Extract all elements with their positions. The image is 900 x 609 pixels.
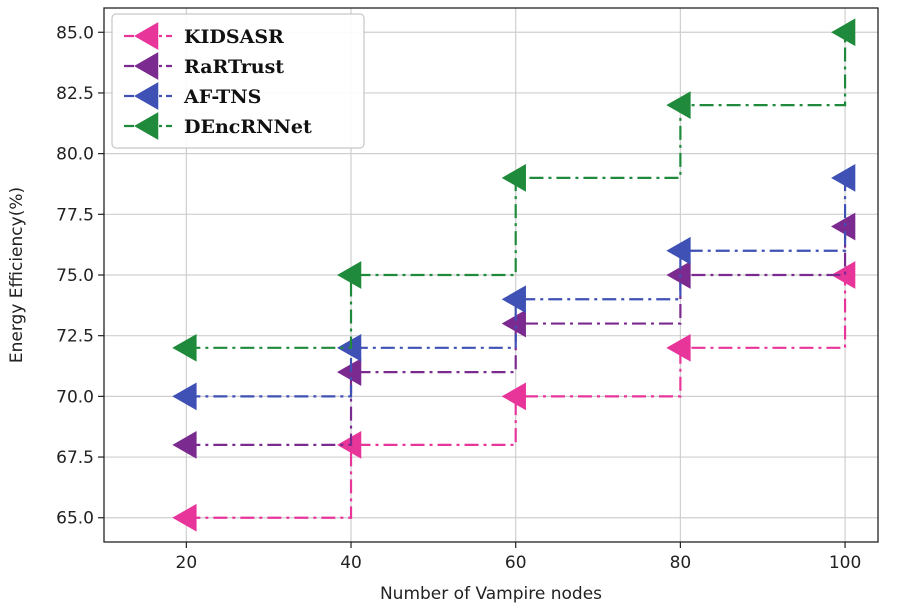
series-rartrust [172,212,856,459]
x-tick-label: 100 [829,553,861,573]
legend-marker [133,82,159,110]
data-point [337,358,362,386]
legend-label: RaRTrust [184,56,284,78]
legend-marker [133,112,159,140]
data-point [501,382,526,411]
legend: KIDSASR RaRTrust AF-TNS DEncRNNet [111,13,365,149]
legend-label: AF-TNS [183,86,261,108]
data-point [666,261,691,289]
data-point [172,382,197,411]
y-tick-label: 67.5 [56,448,94,468]
y-tick-label: 72.5 [56,327,94,347]
legend-entry: KIDSASR [124,22,284,50]
legend-label: KIDSASR [184,26,284,48]
y-axis-label: Energy Efficiency(%) [7,187,27,363]
series-af-tns [172,164,856,411]
y-tick-label: 82.5 [56,84,94,104]
legend-entry: AF-TNS [124,82,261,110]
series-layer [172,18,856,532]
y-tick-label: 80.0 [56,145,94,165]
legend-entry: DEncRNNet [124,112,312,140]
data-point [666,333,691,362]
data-point [337,261,362,289]
x-tick-label: 80 [670,553,692,573]
data-point [501,309,526,338]
legend-marker [133,52,159,80]
legend-label: DEncRNNet [184,116,312,138]
data-point [172,431,197,459]
x-tick-label: 40 [340,553,362,573]
legend-box [111,13,365,149]
x-tick-label: 20 [176,553,198,573]
y-tick-label: 85.0 [56,23,94,43]
data-point [501,285,526,314]
y-axis-ticks: 65.0 67.5 70.0 72.5 75.0 77.5 80.0 82.5 85.0 [56,23,104,529]
x-tick-label: 60 [505,553,527,573]
data-point [831,18,856,47]
x-axis-ticks: 20 40 60 80 100 [176,542,861,573]
data-point [831,164,856,192]
data-point [831,212,856,241]
data-point [172,503,197,532]
series-dencrnnet [172,18,856,362]
data-point [666,236,691,265]
x-axis-label: Number of Vampire nodes [380,584,602,604]
data-point [666,91,691,119]
y-tick-label: 75.0 [56,266,94,286]
legend-entry: RaRTrust [124,52,284,80]
y-tick-label: 77.5 [56,205,94,225]
legend-marker [133,22,159,50]
data-point [501,164,526,192]
data-point [831,261,856,289]
data-point [172,333,197,362]
y-tick-label: 70.0 [56,387,94,407]
y-tick-label: 65.0 [56,509,94,529]
